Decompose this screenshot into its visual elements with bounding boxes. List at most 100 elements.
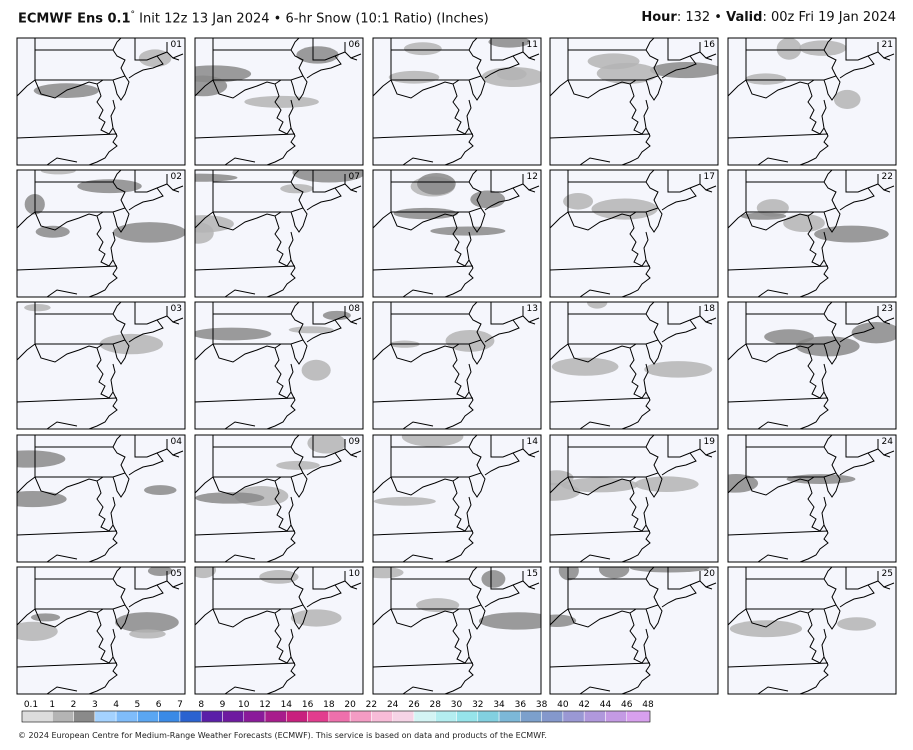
colorbar-label: 10	[238, 700, 250, 710]
colorbar-swatch	[605, 710, 627, 723]
valid-label: Valid	[726, 10, 763, 25]
snow-area	[799, 40, 847, 56]
map-panel: 22	[727, 169, 897, 298]
panel-border	[727, 301, 897, 430]
colorbar-label: 28	[430, 700, 442, 710]
snow-area	[195, 215, 234, 233]
snow-area	[17, 450, 66, 468]
panel-border	[727, 37, 897, 166]
panel-bg	[373, 567, 541, 694]
snow-areas	[729, 617, 877, 638]
snow-area	[77, 179, 142, 194]
colorbar-swatch	[520, 710, 542, 723]
snow-area	[113, 222, 185, 243]
footer: © 2024 European Centre for Medium-Range …	[18, 731, 547, 740]
colorbar-label: 46	[621, 700, 633, 710]
snow-areas	[195, 435, 346, 507]
snow-area	[634, 476, 699, 492]
panel-bg	[550, 435, 718, 562]
panel-bg	[728, 302, 896, 429]
snow-area	[551, 357, 619, 376]
map-panel: 18	[549, 301, 719, 430]
snow-areas	[24, 303, 164, 355]
snow-area	[629, 567, 710, 573]
map-panel: 01	[16, 37, 186, 166]
valid: : 00z Fri 19 Jan 2024	[762, 10, 896, 25]
member-label: 03	[171, 304, 182, 314]
panel-border	[16, 169, 186, 298]
colorbar-label: 8	[198, 700, 204, 710]
panel-bg	[195, 567, 363, 694]
panel-border	[372, 37, 542, 166]
member-label: 15	[527, 569, 538, 579]
map-panel: 23	[727, 301, 897, 430]
snow-areas	[373, 435, 464, 506]
snow-area	[276, 460, 320, 470]
member-label: 22	[882, 172, 893, 182]
colorbar-swatch	[264, 710, 287, 723]
snow-area	[373, 567, 404, 579]
snow-area	[244, 95, 319, 108]
member-label: 24	[882, 437, 894, 447]
colorbar-swatch	[349, 710, 372, 723]
snow-area	[115, 612, 179, 633]
colorbar-label: 4	[113, 700, 119, 710]
colorbar-label: 5	[135, 700, 141, 710]
colorbar-label: 24	[387, 700, 399, 710]
snow-area	[373, 496, 436, 506]
panel-border	[16, 301, 186, 430]
snow-area	[35, 225, 70, 238]
map-panel: 20	[549, 566, 719, 695]
map-panel: 15	[372, 566, 542, 695]
panel-bg	[728, 435, 896, 562]
member-label: 21	[882, 40, 893, 50]
colorbar-swatch	[137, 710, 159, 723]
panel-bg	[195, 170, 363, 297]
colorbar-swatch	[94, 710, 117, 723]
map-panel: 21	[727, 37, 897, 166]
panel-bg	[17, 302, 185, 429]
snow-area	[598, 567, 630, 579]
map-panel: 08	[194, 301, 364, 430]
panel-border	[549, 566, 719, 695]
colorbar-label: 3	[92, 700, 98, 710]
snow-area	[99, 333, 164, 355]
colorbar-label: 20	[344, 700, 356, 710]
snow-areas	[17, 567, 179, 641]
colorbar-swatch	[328, 710, 351, 723]
colorbar-swatch	[286, 710, 308, 723]
member-label: 01	[171, 40, 182, 50]
snow-area	[481, 570, 506, 588]
panel-border	[727, 566, 897, 695]
member-label: 08	[349, 304, 361, 314]
panel-bg	[550, 170, 718, 297]
snow-area	[30, 613, 61, 622]
snow-area	[195, 327, 272, 341]
snow-area	[290, 609, 342, 627]
colorbar-swatch	[413, 710, 436, 723]
colorbar-label: 34	[493, 700, 505, 710]
map-panel: 14	[372, 434, 542, 563]
snow-area	[430, 226, 506, 236]
colorbar-label: 38	[536, 700, 548, 710]
header-left: ECMWF Ens 0.1° Init 12z 13 Jan 2024 • 6-…	[18, 10, 489, 26]
snow-area	[195, 492, 265, 504]
member-label: 23	[882, 304, 893, 314]
snow-area	[764, 329, 814, 345]
panel-border	[194, 169, 364, 298]
panel-bg	[373, 302, 541, 429]
map-panel: 25	[727, 566, 897, 695]
snow-area	[478, 612, 541, 630]
colorbar-swatch	[307, 710, 330, 723]
member-label: 02	[171, 172, 182, 182]
snow-area	[783, 213, 825, 233]
member-label: 19	[704, 437, 716, 447]
hour-label: Hour	[641, 10, 677, 25]
colorbar-swatch	[179, 710, 202, 723]
colorbar-swatch	[115, 710, 138, 723]
colorbar-swatch	[52, 710, 74, 723]
colorbar-label: 14	[281, 700, 293, 710]
snow-area	[563, 192, 594, 210]
snow-area	[833, 89, 861, 109]
panel-border	[549, 169, 719, 298]
